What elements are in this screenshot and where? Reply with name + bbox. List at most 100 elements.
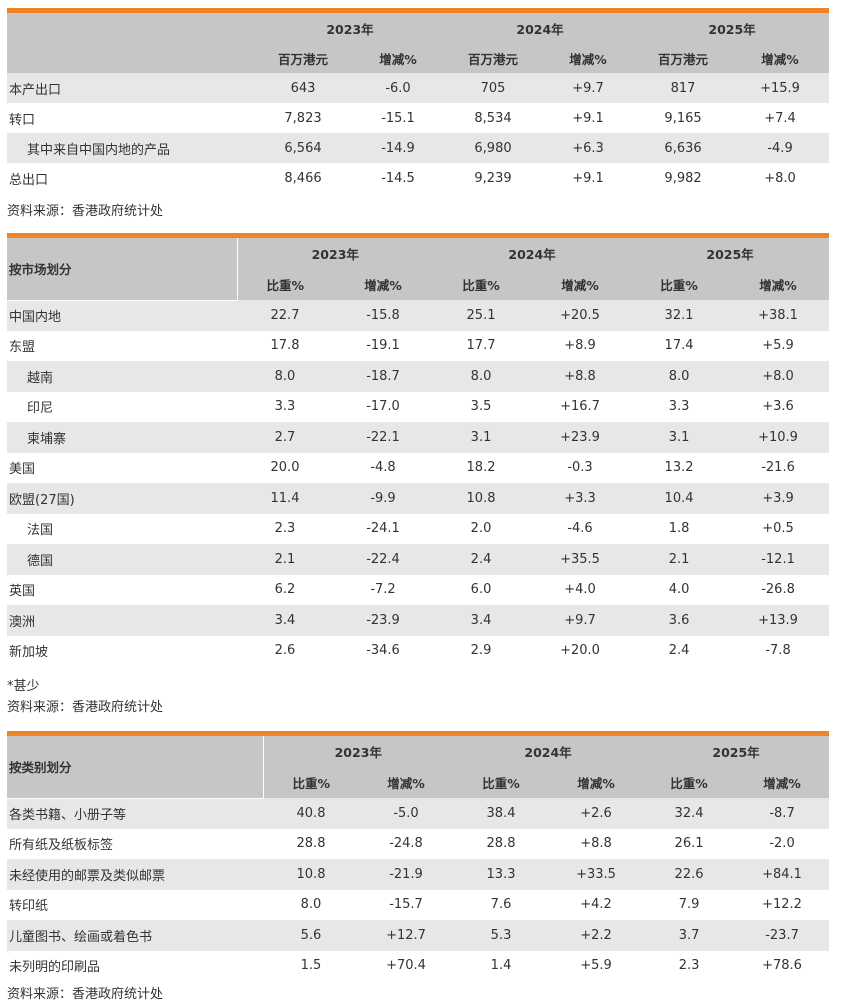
row-label: 英国 bbox=[9, 584, 36, 600]
cell: 2.9 bbox=[470, 643, 492, 659]
row-label: 本产出口 bbox=[9, 82, 62, 98]
cell: 3.5 bbox=[470, 399, 492, 415]
cell: 17.4 bbox=[664, 338, 694, 354]
row-label: 欧盟(27国) bbox=[9, 492, 75, 508]
cell: 2.1 bbox=[274, 551, 296, 567]
cell: +5.9 bbox=[580, 958, 612, 974]
cell: 32.4 bbox=[674, 805, 704, 821]
cell: -12.1 bbox=[761, 551, 795, 567]
table-row: 儿童图书、绘画或着色书 5.6 +12.7 5.3 +2.2 3.7 -23.7 bbox=[7, 920, 830, 951]
cell: +3.6 bbox=[762, 399, 794, 415]
table3-subheader: 比重% bbox=[262, 767, 359, 798]
row-label: 法国 bbox=[27, 523, 54, 539]
cell: +7.4 bbox=[764, 110, 796, 126]
cell: 22.6 bbox=[674, 866, 704, 882]
table2-year-2024: 2024年 bbox=[508, 247, 556, 262]
table-row: 本产出口 643 -6.0 705 +9.7 817 +15.9 bbox=[7, 73, 830, 103]
cell: 17.7 bbox=[466, 338, 496, 354]
cell: 643 bbox=[290, 80, 316, 96]
row-label: 越南 bbox=[27, 370, 54, 386]
table3-subheader: 增减% bbox=[763, 776, 801, 791]
cell: -5.0 bbox=[393, 805, 419, 821]
cell: 1.5 bbox=[300, 958, 322, 974]
table1-corner bbox=[7, 13, 255, 43]
table1-subheader: 百万港元 bbox=[658, 51, 709, 67]
cell: +8.8 bbox=[564, 368, 596, 384]
cell: 3.6 bbox=[668, 612, 690, 628]
table-row: 转口 7,823 -15.1 8,534 +9.1 9,165 +7.4 bbox=[7, 103, 830, 133]
cell: 13.2 bbox=[664, 460, 694, 476]
cell: 1.4 bbox=[490, 958, 512, 974]
table1-year-2025: 2025年 bbox=[708, 21, 756, 37]
table-row: 未经使用的邮票及类似邮票 10.8 -21.9 13.3 +33.5 22.6 … bbox=[7, 859, 830, 890]
table3: 按类别划分 2023年 2024年 2025年 比重% 增减% 比重% 增减% … bbox=[7, 736, 830, 981]
cell: -22.1 bbox=[366, 429, 400, 445]
table2-year-2023: 2023年 bbox=[236, 238, 434, 269]
table-row: 东盟 17.8 -19.1 17.7 +8.9 17.4 +5.9 bbox=[7, 330, 830, 361]
cell: -8.7 bbox=[769, 805, 795, 821]
table2-subheader: 增减% bbox=[561, 278, 599, 293]
cell: +4.2 bbox=[580, 897, 612, 913]
table2: 按市场划分 2023年 2024年 2025年 比重% 增减% 比重% 增减% … bbox=[7, 238, 830, 666]
row-label: 各类书籍、小册子等 bbox=[9, 808, 127, 823]
cell: -22.4 bbox=[366, 551, 400, 567]
cell: 9,239 bbox=[474, 170, 512, 186]
row-label: 未经使用的邮票及类似邮票 bbox=[9, 868, 166, 884]
table3-year-2023: 2023年 bbox=[262, 736, 454, 767]
cell: 5.3 bbox=[490, 927, 512, 943]
cell: -21.6 bbox=[761, 460, 795, 476]
cell: +15.9 bbox=[760, 80, 800, 96]
cell: 10.8 bbox=[466, 490, 496, 506]
cell: -34.6 bbox=[366, 643, 400, 659]
cell: 2.1 bbox=[668, 551, 690, 567]
cell: -9.9 bbox=[370, 490, 396, 506]
cell: +8.9 bbox=[564, 338, 596, 354]
cell: 7.6 bbox=[490, 897, 512, 913]
cell: +4.0 bbox=[564, 582, 596, 598]
table2-title: 按市场划分 bbox=[7, 238, 237, 301]
cell: 5.6 bbox=[300, 927, 322, 943]
table3-year-2024: 2024年 bbox=[524, 745, 572, 760]
row-label: 中国内地 bbox=[9, 310, 62, 325]
cell: 40.8 bbox=[296, 805, 326, 821]
cell: +13.9 bbox=[758, 612, 798, 628]
cell: 3.1 bbox=[668, 429, 690, 445]
table1-accent-bar bbox=[7, 8, 829, 13]
cell: 32.1 bbox=[664, 307, 694, 323]
cell: +16.7 bbox=[560, 399, 600, 415]
cell: +23.9 bbox=[560, 429, 600, 445]
cell: -19.1 bbox=[366, 338, 400, 354]
cell: 10.8 bbox=[296, 866, 326, 882]
cell: 26.1 bbox=[674, 836, 704, 852]
table1-subheader: 增减% bbox=[569, 51, 607, 67]
table1: 2023年 2024年 2025年 百万港元 增减% 百万港元 增减% 百万港元… bbox=[7, 13, 830, 193]
cell: 705 bbox=[480, 80, 506, 96]
table1-year-2024: 2024年 bbox=[516, 21, 564, 37]
cell: 22.7 bbox=[270, 307, 300, 323]
cell: +35.5 bbox=[560, 551, 600, 567]
cell: +9.7 bbox=[564, 612, 596, 628]
row-label: 总出口 bbox=[9, 172, 49, 188]
row-label: 转印纸 bbox=[9, 899, 49, 915]
cell: +8.8 bbox=[580, 836, 612, 852]
cell: +8.0 bbox=[764, 170, 796, 186]
table-row: 美国 20.0 -4.8 18.2 -0.3 13.2 -21.6 bbox=[7, 452, 830, 483]
table3-year-2025: 2025年 bbox=[712, 745, 760, 760]
cell: 8.0 bbox=[274, 368, 296, 384]
table1-section: 2023年 2024年 2025年 百万港元 增减% 百万港元 增减% 百万港元… bbox=[7, 8, 830, 193]
table-row: 印尼 3.3 -17.0 3.5 +16.7 3.3 +3.6 bbox=[7, 391, 830, 422]
table3-subheader: 增减% bbox=[387, 776, 425, 791]
cell: 2.0 bbox=[470, 521, 492, 537]
table-row: 所有纸及纸板标签 28.8 -24.8 28.8 +8.8 26.1 -2.0 bbox=[7, 828, 830, 859]
table-row: 澳洲 3.4 -23.9 3.4 +9.7 3.6 +13.9 bbox=[7, 605, 830, 636]
row-label: 澳洲 bbox=[9, 614, 36, 630]
cell: +10.9 bbox=[758, 429, 798, 445]
cell: 3.4 bbox=[274, 612, 296, 628]
cell: 11.4 bbox=[270, 490, 300, 506]
table2-source: 资料来源：香港政府统计处 bbox=[7, 700, 164, 715]
cell: 7,823 bbox=[284, 110, 322, 126]
table3-source: 资料来源：香港政府统计处 bbox=[7, 987, 164, 1002]
cell: -18.7 bbox=[366, 368, 400, 384]
cell: 2.7 bbox=[274, 429, 296, 445]
cell: 1.8 bbox=[668, 521, 690, 537]
